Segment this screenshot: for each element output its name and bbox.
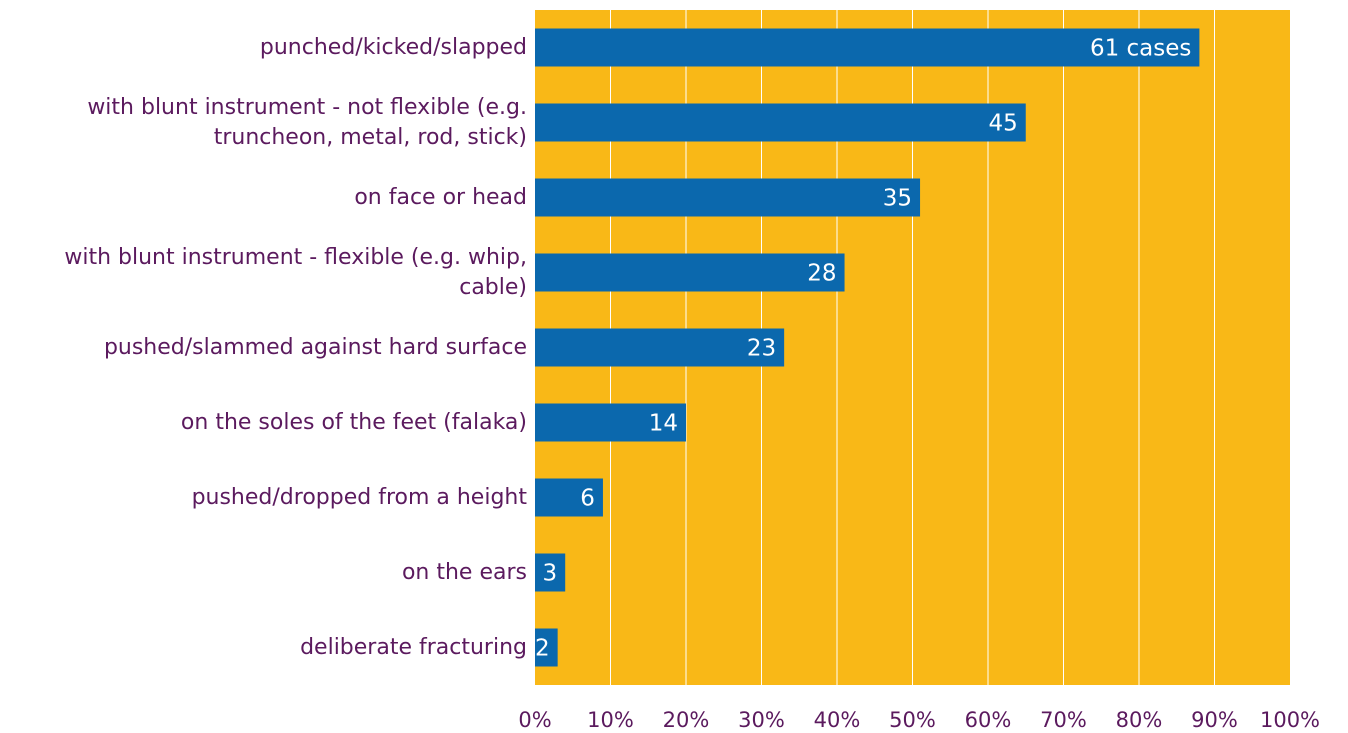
- x-tick-label: 30%: [738, 708, 785, 732]
- category-label: on the ears: [2, 558, 527, 588]
- category-label: pushed/dropped from a height: [2, 483, 527, 513]
- x-tick-label: 0%: [518, 708, 551, 732]
- bar: [535, 328, 785, 367]
- bar: [535, 478, 603, 517]
- category-label-line: on the ears: [401, 559, 527, 585]
- category-label-line: truncheon, metal, rod, stick): [213, 124, 527, 150]
- category-label-line: on face or head: [354, 184, 527, 210]
- category-label-line: pushed/slammed against hard surface: [103, 334, 527, 360]
- category-label: punched/kicked/slapped: [2, 33, 527, 63]
- x-tick-label: 90%: [1191, 708, 1238, 732]
- category-label-line: on the soles of the feet (falaka): [180, 409, 527, 435]
- x-tick-label: 50%: [889, 708, 936, 732]
- category-label: on face or head: [2, 183, 527, 213]
- category-label-line: punched/kicked/slapped: [259, 34, 527, 60]
- x-tick-label: 40%: [814, 708, 861, 732]
- category-label: deliberate fracturing: [2, 633, 527, 663]
- category-label-line: with blunt instrument - flexible (e.g. w…: [64, 244, 527, 270]
- data-label: 28: [807, 261, 836, 287]
- category-label-line: cable): [459, 274, 527, 300]
- category-label: with blunt instrument - not flexible (e.…: [2, 93, 527, 153]
- bar: [535, 253, 845, 292]
- x-tick-label: 100%: [1260, 708, 1320, 732]
- data-label: 2: [535, 636, 550, 662]
- data-label: 6: [580, 486, 595, 512]
- category-label: on the soles of the feet (falaka): [2, 408, 527, 438]
- category-label: with blunt instrument - flexible (e.g. w…: [2, 243, 527, 303]
- x-tick-label: 80%: [1116, 708, 1163, 732]
- x-tick-label: 10%: [587, 708, 634, 732]
- category-label: pushed/slammed against hard surface: [2, 333, 527, 363]
- category-label-line: deliberate fracturing: [300, 634, 527, 660]
- x-tick-label: 20%: [663, 708, 710, 732]
- bar: [535, 628, 558, 667]
- x-tick-label: 70%: [1040, 708, 1087, 732]
- data-label: 3: [543, 561, 558, 587]
- bar: [535, 178, 921, 217]
- bar: [535, 103, 1026, 142]
- bar: [535, 403, 686, 442]
- bars: 61 cases 45 35 28 23 14 6 3 2: [535, 28, 1200, 667]
- data-label: 35: [883, 186, 912, 212]
- category-label-line: with blunt instrument - not flexible (e.…: [87, 94, 527, 120]
- data-label: 61 cases: [1090, 36, 1191, 62]
- category-label-line: pushed/dropped from a height: [191, 484, 527, 510]
- x-tick-label: 60%: [965, 708, 1012, 732]
- x-axis-ticks: 0% 10% 20% 30% 40% 50% 60% 70% 80% 90% 100%: [518, 708, 1320, 732]
- bar: [535, 553, 566, 592]
- data-label: 14: [649, 411, 678, 437]
- data-label: 23: [747, 336, 776, 362]
- data-label: 45: [988, 111, 1017, 137]
- bar: [535, 28, 1200, 67]
